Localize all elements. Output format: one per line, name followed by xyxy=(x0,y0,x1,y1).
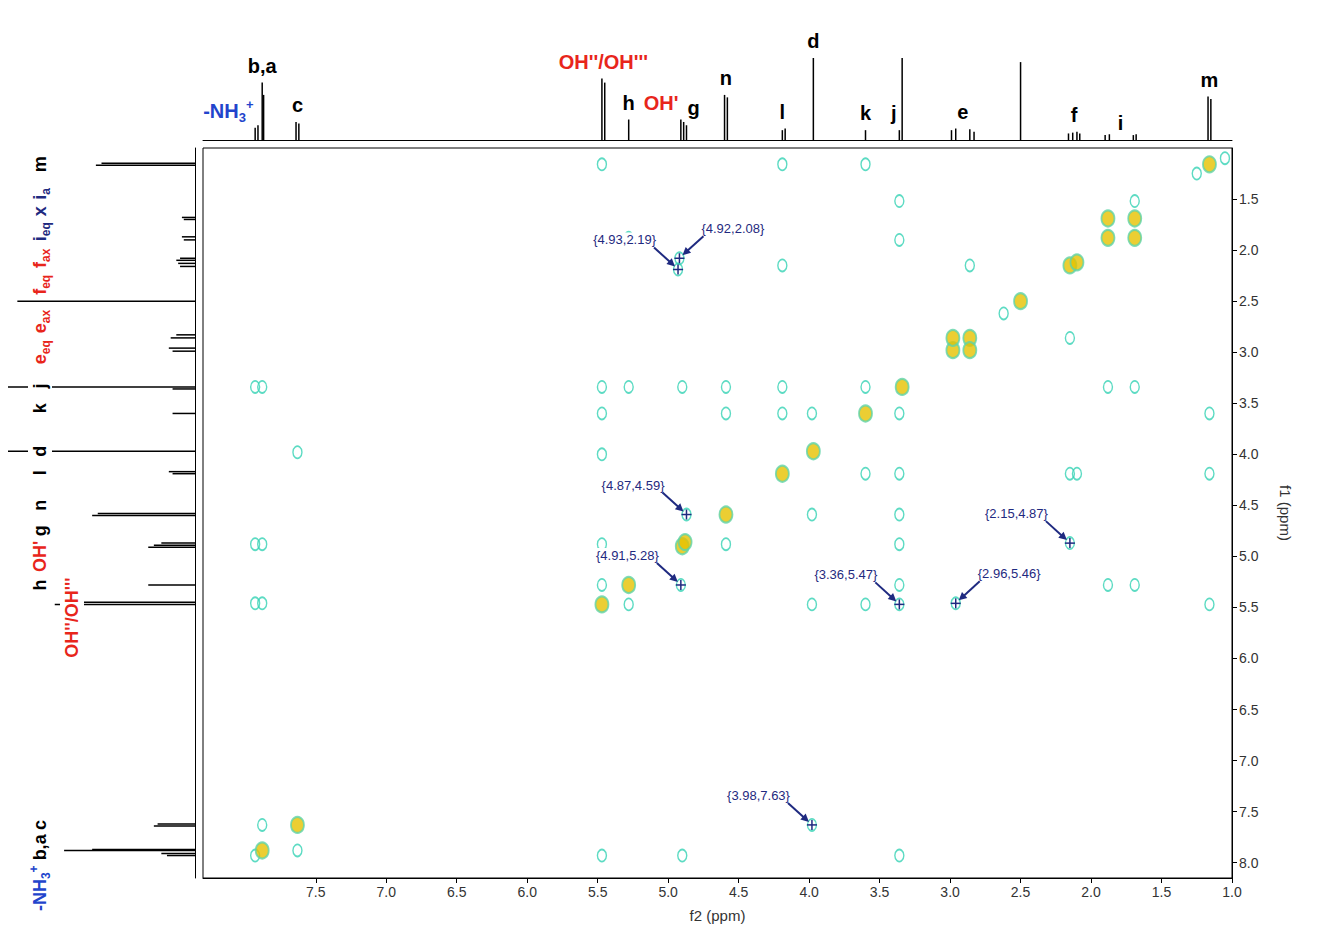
svg-text:-NH: -NH xyxy=(30,879,50,911)
svg-text:1.5: 1.5 xyxy=(1239,191,1259,207)
svg-text:OH''/OH''': OH''/OH''' xyxy=(62,577,82,657)
svg-text:l: l xyxy=(30,470,50,475)
svg-text:6.0: 6.0 xyxy=(1239,650,1259,666)
svg-text:eq: eq xyxy=(39,222,53,236)
svg-text:8.0: 8.0 xyxy=(1239,855,1259,871)
svg-text:{4.91,5.28}: {4.91,5.28} xyxy=(596,548,660,563)
svg-text:3.0: 3.0 xyxy=(940,884,960,900)
svg-text:g: g xyxy=(30,525,50,536)
svg-text:f: f xyxy=(30,288,50,295)
svg-text:h: h xyxy=(30,579,50,590)
svg-text:3: 3 xyxy=(239,110,246,125)
svg-text:d: d xyxy=(30,446,50,457)
svg-text:ax: ax xyxy=(39,310,53,324)
svg-text:1.5: 1.5 xyxy=(1152,884,1172,900)
svg-text:f2 (ppm): f2 (ppm) xyxy=(690,907,746,924)
svg-text:4.0: 4.0 xyxy=(799,884,819,900)
svg-text:m: m xyxy=(30,156,50,172)
svg-text:{3.36,5.47}: {3.36,5.47} xyxy=(814,567,878,582)
svg-text:7.0: 7.0 xyxy=(1239,753,1259,769)
svg-text:i: i xyxy=(30,194,50,200)
svg-text:3.0: 3.0 xyxy=(1239,344,1259,360)
svg-text:x: x xyxy=(30,206,50,216)
svg-text:d: d xyxy=(807,30,819,52)
svg-text:n: n xyxy=(720,67,732,89)
svg-text:{4.92,2.08}: {4.92,2.08} xyxy=(701,221,765,236)
svg-text:h: h xyxy=(623,92,635,114)
svg-text:OH': OH' xyxy=(644,92,679,114)
svg-text:-NH: -NH xyxy=(203,100,239,122)
svg-text:i: i xyxy=(30,236,50,242)
svg-text:2.5: 2.5 xyxy=(1011,884,1031,900)
svg-text:i: i xyxy=(1118,112,1124,134)
svg-text:b,a: b,a xyxy=(248,55,278,77)
svg-text:6.5: 6.5 xyxy=(447,884,467,900)
svg-text:2.5: 2.5 xyxy=(1239,293,1259,309)
svg-text:3.5: 3.5 xyxy=(1239,395,1259,411)
svg-text:ax: ax xyxy=(39,248,53,262)
svg-text:a: a xyxy=(39,188,53,195)
svg-text:3.5: 3.5 xyxy=(870,884,890,900)
svg-text:e: e xyxy=(30,323,50,333)
svg-text:f: f xyxy=(1071,104,1078,126)
svg-text:7.5: 7.5 xyxy=(306,884,326,900)
svg-text:2.0: 2.0 xyxy=(1081,884,1101,900)
svg-text:4.5: 4.5 xyxy=(729,884,749,900)
svg-text:1.0: 1.0 xyxy=(1222,884,1242,900)
svg-text:k: k xyxy=(860,102,872,124)
svg-text:e: e xyxy=(957,101,968,123)
svg-text:+: + xyxy=(27,865,41,872)
svg-text:n: n xyxy=(30,500,50,511)
svg-text:5.0: 5.0 xyxy=(1239,548,1259,564)
svg-text:7.5: 7.5 xyxy=(1239,804,1259,820)
svg-text:c: c xyxy=(30,820,50,830)
svg-text:{4.87,4.59}: {4.87,4.59} xyxy=(602,478,666,493)
svg-text:4.0: 4.0 xyxy=(1239,446,1259,462)
svg-text:g: g xyxy=(687,97,699,119)
svg-text:OH''/OH''': OH''/OH''' xyxy=(559,51,648,73)
svg-text:k: k xyxy=(30,402,50,413)
svg-text:6.5: 6.5 xyxy=(1239,702,1259,718)
svg-text:7.0: 7.0 xyxy=(377,884,397,900)
svg-text:c: c xyxy=(292,94,303,116)
svg-text:eq: eq xyxy=(39,275,53,289)
svg-text:j: j xyxy=(890,102,897,124)
svg-text:m: m xyxy=(1201,69,1219,91)
svg-text:6.0: 6.0 xyxy=(517,884,537,900)
svg-text:5.5: 5.5 xyxy=(588,884,608,900)
svg-text:e: e xyxy=(30,354,50,364)
svg-text:2.0: 2.0 xyxy=(1239,242,1259,258)
svg-text:{3.98,7.63}: {3.98,7.63} xyxy=(727,788,791,803)
svg-text:5.5: 5.5 xyxy=(1239,599,1259,615)
svg-text:OH': OH' xyxy=(30,541,50,572)
svg-text:j: j xyxy=(30,383,50,389)
svg-text:4.5: 4.5 xyxy=(1239,497,1259,513)
svg-text:+: + xyxy=(246,97,254,112)
svg-text:5.0: 5.0 xyxy=(658,884,678,900)
svg-text:{2.96,5.46}: {2.96,5.46} xyxy=(978,566,1042,581)
svg-text:3: 3 xyxy=(39,872,53,879)
svg-text:{2.15,4.87}: {2.15,4.87} xyxy=(985,506,1049,521)
svg-text:f1 (ppm): f1 (ppm) xyxy=(1277,485,1294,541)
svg-text:f: f xyxy=(30,261,50,268)
svg-text:l: l xyxy=(780,101,786,123)
svg-text:b,a: b,a xyxy=(30,833,50,860)
svg-text:eq: eq xyxy=(39,340,53,354)
svg-text:{4.93,2.19}: {4.93,2.19} xyxy=(593,232,657,247)
